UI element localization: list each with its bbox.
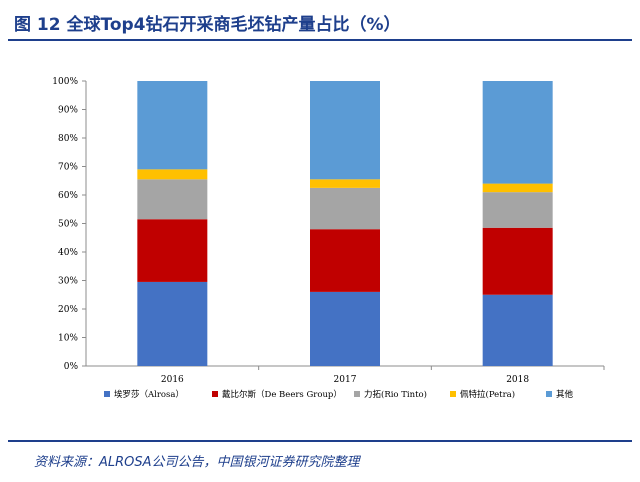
y-tick-label: 80%: [58, 134, 78, 144]
bar-segment-2018-4: [482, 183, 553, 193]
y-tick-label: 0%: [64, 362, 79, 372]
bar-segment-2017-5: [310, 81, 380, 180]
legend-label-4: 佩特拉(Petra): [460, 389, 515, 400]
legend-label-5: 其他: [556, 389, 574, 400]
legend-swatch-3: [354, 391, 360, 397]
page-title: 图 12 全球Top4钻石开采商毛坯钻产量占比（%）: [14, 15, 401, 35]
bar-segment-2016-1: [137, 281, 208, 366]
bar-segment-2017-4: [310, 179, 380, 188]
stacked-bar-chart: 0% 10% 20% 30% 40% 50% 60% 70% 80% 90% 100% 2016 201…: [52, 77, 605, 400]
y-tick-label: 40%: [58, 248, 78, 258]
bar-segment-2016-4: [137, 169, 208, 180]
legend-swatch-5: [546, 391, 552, 397]
legend-swatch-2: [212, 391, 218, 397]
legend-label-3: 力拓(Rio Tinto): [364, 389, 427, 400]
x-tick-label: 2017: [334, 375, 357, 385]
bar-segment-2018-2: [482, 227, 553, 295]
bar-segment-2018-3: [482, 192, 553, 228]
bar-segment-2017-2: [310, 229, 380, 292]
x-tick-label: 2016: [161, 375, 184, 385]
source-divider: [8, 440, 632, 442]
bar-segment-2018-1: [482, 294, 553, 366]
source-note: 资料来源：ALROSA公司公告，中国银河证券研究院整理: [34, 455, 360, 470]
legend-label-1: 埃罗莎（Alrosa）: [114, 389, 184, 400]
legend-label-2: 戴比尔斯（De Beers Group）: [222, 389, 342, 400]
y-tick-label: 90%: [58, 106, 78, 116]
bar-segment-2016-5: [137, 81, 208, 170]
y-tick-label: 100%: [52, 77, 78, 87]
legend-swatch-1: [104, 391, 110, 397]
y-tick-label: 20%: [58, 305, 78, 315]
bar-segment-2016-3: [137, 179, 208, 220]
x-tick-label: 2018: [506, 375, 529, 385]
bar-segment-2018-5: [482, 81, 553, 184]
y-tick-label: 50%: [58, 220, 78, 230]
y-tick-label: 70%: [58, 163, 78, 173]
y-tick-label: 10%: [58, 334, 78, 344]
bar-segment-2016-2: [137, 219, 208, 282]
title-divider: [8, 39, 632, 41]
legend-swatch-4: [450, 391, 456, 397]
bar-segment-2017-3: [310, 187, 380, 230]
y-tick-label: 60%: [58, 191, 78, 201]
bar-segment-2017-1: [310, 291, 380, 366]
y-tick-label: 30%: [58, 277, 78, 287]
